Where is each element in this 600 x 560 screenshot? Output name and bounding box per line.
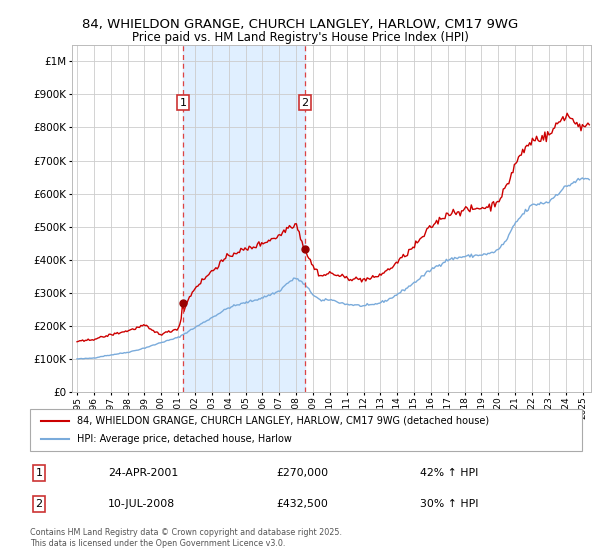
Text: £270,000: £270,000 <box>276 468 328 478</box>
Text: 10-JUL-2008: 10-JUL-2008 <box>108 499 175 509</box>
Text: Contains HM Land Registry data © Crown copyright and database right 2025.
This d: Contains HM Land Registry data © Crown c… <box>30 528 342 548</box>
Text: 1: 1 <box>35 468 43 478</box>
Text: 84, WHIELDON GRANGE, CHURCH LANGLEY, HARLOW, CM17 9WG: 84, WHIELDON GRANGE, CHURCH LANGLEY, HAR… <box>82 18 518 31</box>
Text: HPI: Average price, detached house, Harlow: HPI: Average price, detached house, Harl… <box>77 434 292 444</box>
Text: Price paid vs. HM Land Registry's House Price Index (HPI): Price paid vs. HM Land Registry's House … <box>131 31 469 44</box>
Text: 1: 1 <box>180 97 187 108</box>
Text: 2: 2 <box>301 97 308 108</box>
Text: 84, WHIELDON GRANGE, CHURCH LANGLEY, HARLOW, CM17 9WG (detached house): 84, WHIELDON GRANGE, CHURCH LANGLEY, HAR… <box>77 416 489 426</box>
Bar <box>183 45 305 392</box>
FancyBboxPatch shape <box>30 409 582 451</box>
Text: 2: 2 <box>35 499 43 509</box>
Text: 30% ↑ HPI: 30% ↑ HPI <box>420 499 479 509</box>
Text: £432,500: £432,500 <box>276 499 328 509</box>
Text: 24-APR-2001: 24-APR-2001 <box>108 468 178 478</box>
Text: 42% ↑ HPI: 42% ↑ HPI <box>420 468 478 478</box>
